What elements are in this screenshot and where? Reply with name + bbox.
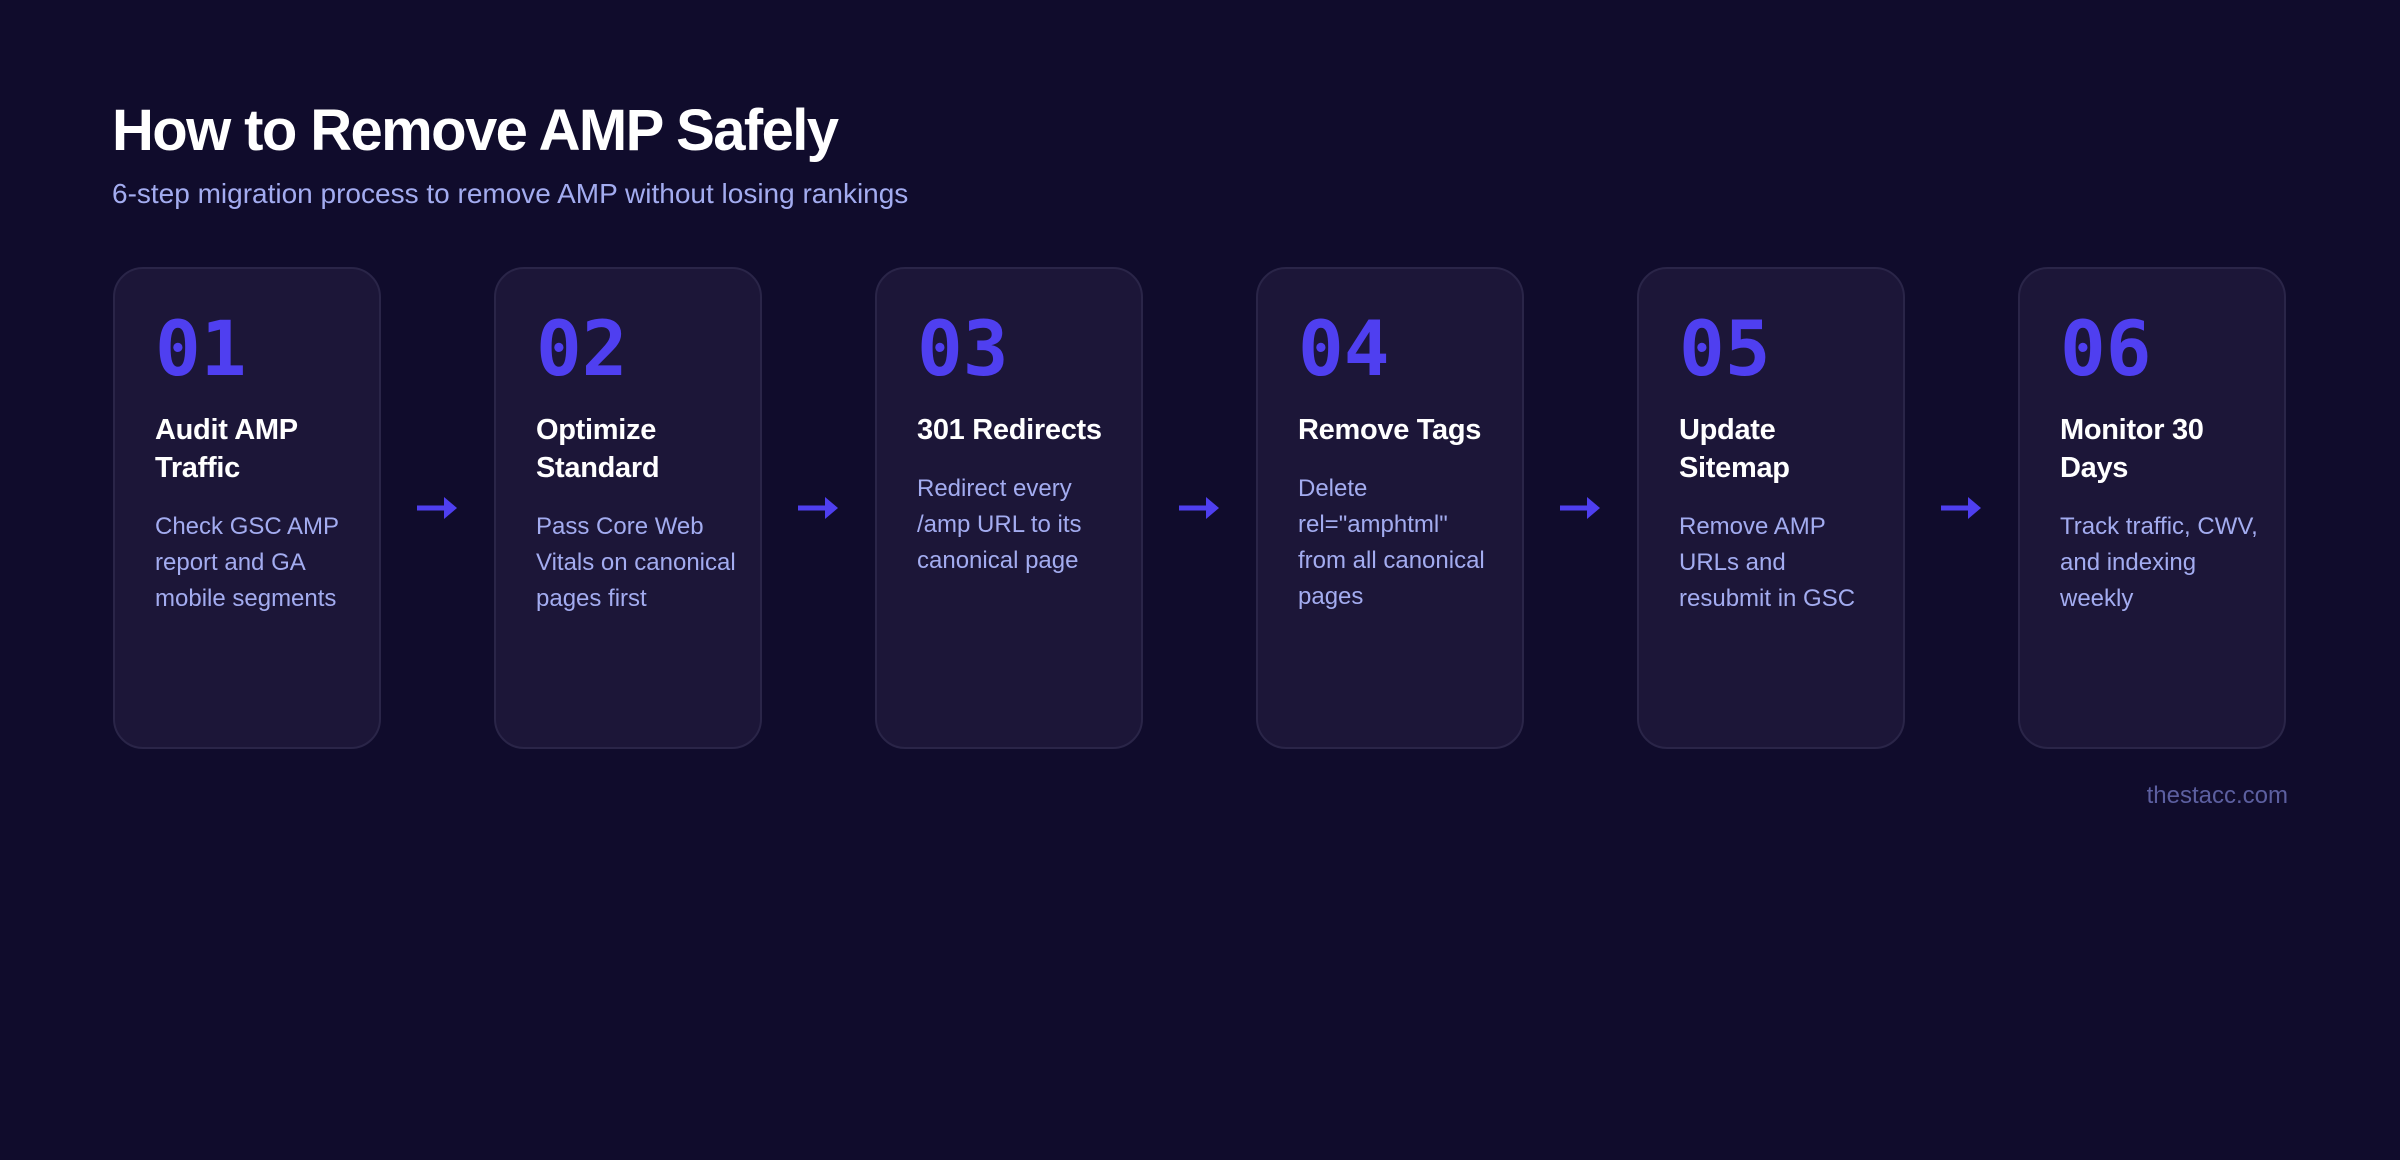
step-description: Redirect every /amp URL to its canonical… (917, 475, 1082, 574)
step-connector (1905, 267, 2018, 749)
step-description: Track traffic, CWV, and indexing weekly (2060, 513, 2258, 612)
step-description: Pass Core Web Vitals on canonical pages … (536, 513, 736, 612)
page-subtitle: 6-step migration process to remove AMP w… (112, 178, 909, 209)
step-number: 05 (1679, 304, 1771, 393)
step-number: 02 (536, 304, 628, 393)
arrow-right-icon (797, 497, 838, 519)
arrow-right-icon (1178, 497, 1219, 519)
arrow-right-icon (416, 497, 457, 519)
step-title: Audit AMP Traffic (155, 414, 298, 484)
step-description: Remove AMP URLs and resubmit in GSC (1679, 513, 1856, 612)
step-description: Check GSC AMP report and GA mobile segme… (155, 513, 339, 612)
step-title: 301 Redirects (917, 414, 1102, 446)
step-connector (762, 267, 875, 749)
step-connector (1524, 267, 1637, 749)
step-number: 04 (1298, 304, 1390, 393)
step-number: 01 (155, 304, 247, 393)
step-card-5: 05 Update Sitemap Remove AMP URLs and re… (1637, 267, 1905, 749)
step-connector (381, 267, 494, 749)
source-credit: thestacc.com (2146, 782, 2288, 809)
step-title: Monitor 30 Days (2060, 414, 2204, 484)
step-card-1: 01 Audit AMP Traffic Check GSC AMP repor… (113, 267, 381, 749)
page-title: How to Remove AMP Safely (112, 98, 839, 163)
step-title: Remove Tags (1298, 414, 1482, 446)
arrow-right-icon (1559, 497, 1600, 519)
step-title: Optimize Standard (536, 414, 660, 484)
step-number: 03 (917, 304, 1009, 393)
step-description: Delete rel="amphtml" from all canonical … (1298, 475, 1485, 610)
step-title: Update Sitemap (1679, 414, 1790, 484)
step-card-2: 02 Optimize Standard Pass Core Web Vital… (494, 267, 762, 749)
step-card-4: 04 Remove Tags Delete rel="amphtml" from… (1256, 267, 1524, 749)
step-card-3: 03 301 Redirects Redirect every /amp URL… (875, 267, 1143, 749)
step-card-6: 06 Monitor 30 Days Track traffic, CWV, a… (2018, 267, 2286, 749)
step-number: 06 (2060, 304, 2152, 393)
arrow-right-icon (1940, 497, 1981, 519)
process-steps: 01 Audit AMP Traffic Check GSC AMP repor… (113, 267, 2286, 749)
step-connector (1143, 267, 1256, 749)
